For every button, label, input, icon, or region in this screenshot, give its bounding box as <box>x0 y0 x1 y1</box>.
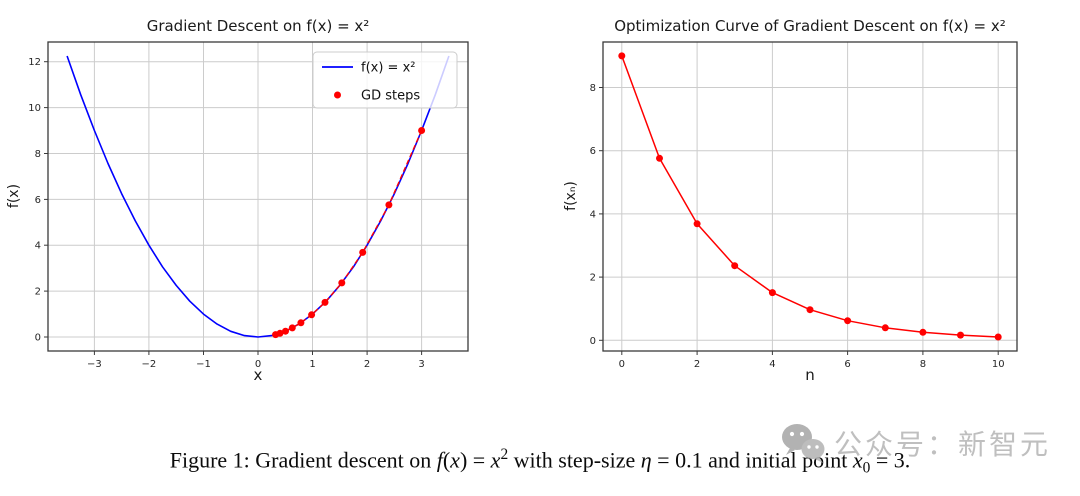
left-chart-xlabel: x <box>253 366 263 384</box>
series-line <box>621 55 999 338</box>
x-tick-label: −2 <box>142 359 157 370</box>
y-tick-label: 6 <box>590 146 596 157</box>
x-tick-label: 3 <box>418 359 424 370</box>
data-point <box>693 220 701 228</box>
x-tick-label: 1 <box>309 359 315 370</box>
y-tick-label: 10 <box>28 103 41 114</box>
data-point <box>418 127 426 134</box>
right-chart-title: Optimization Curve of Gradient Descent o… <box>614 17 1006 35</box>
data-point <box>272 331 280 339</box>
caption-part: ( <box>442 447 451 473</box>
x-tick-label: −1 <box>196 359 211 370</box>
caption-part: x <box>450 447 460 473</box>
series-line <box>275 130 423 336</box>
watermark-text: 公众号：新智元 <box>834 428 1052 461</box>
caption-part: Figure 1: Gradient descent on <box>169 447 437 473</box>
x-tick-label: 4 <box>769 359 775 370</box>
data-point <box>656 154 663 162</box>
caption-part: ) = <box>459 447 491 473</box>
y-tick-label: 8 <box>35 149 41 160</box>
wechat-icon <box>782 424 825 463</box>
left-chart-ylabel: f(x) <box>6 183 22 209</box>
left-chart-title: Gradient Descent on f(x) = x² <box>146 17 370 35</box>
data-point <box>768 289 776 297</box>
legend-dot-sample <box>334 91 341 99</box>
caption-part: η <box>640 447 652 473</box>
data-point <box>919 328 927 336</box>
data-point <box>288 324 296 332</box>
data-point <box>844 317 852 325</box>
data-point <box>297 319 305 327</box>
caption-part: 2 <box>500 446 509 463</box>
data-point <box>881 324 889 332</box>
caption-part: f <box>436 447 443 473</box>
left-plot-gd-on-parabola: −3 −2 −1 0 1 2 3 0 2 4 6 8 10 12 f(x) = x² GD steps Gra… <box>0 0 540 400</box>
right-plot-area: 0 2 4 6 8 10 0 2 4 6 8 <box>590 41 1018 370</box>
legend-label: GD steps <box>361 89 420 104</box>
legend-box <box>312 51 458 109</box>
right-chart-ylabel: f(xₙ) <box>563 181 579 211</box>
caption-part: with step-size <box>508 447 641 473</box>
x-tick-label: 0 <box>255 359 261 370</box>
data-point <box>731 262 739 270</box>
data-point <box>308 311 316 319</box>
watermark: 公众号：新智元 <box>780 422 1051 464</box>
x-tick-label: 10 <box>992 359 1005 370</box>
data-point <box>618 52 626 60</box>
data-point <box>385 201 393 209</box>
caption-part: = 3. <box>870 447 911 473</box>
caption-part: x <box>852 447 863 473</box>
caption-part: x <box>490 447 501 473</box>
y-tick-label: 0 <box>35 333 41 344</box>
y-tick-label: 0 <box>590 336 596 347</box>
x-tick-label: 2 <box>364 359 370 370</box>
data-point <box>338 279 346 287</box>
data-point <box>282 327 289 335</box>
right-plot-optimization-curve: 0 2 4 6 8 10 0 2 4 6 8 Optimization Curve of Gradi… <box>540 0 1080 400</box>
x-tick-label: 2 <box>694 359 700 370</box>
x-tick-label: −3 <box>87 359 102 370</box>
plot-border <box>602 41 1018 352</box>
right-chart-xlabel: n <box>805 366 815 384</box>
data-point <box>359 248 367 256</box>
data-point <box>957 331 964 339</box>
x-tick-label: 0 <box>619 359 625 370</box>
y-tick-label: 8 <box>590 83 596 94</box>
y-tick-label: 12 <box>28 57 41 68</box>
x-tick-label: 6 <box>844 359 850 370</box>
y-tick-label: 6 <box>35 195 41 206</box>
data-point <box>321 298 329 306</box>
y-tick-label: 4 <box>590 209 596 220</box>
y-tick-label: 2 <box>35 287 41 298</box>
data-point <box>806 306 814 314</box>
data-point <box>994 333 1002 341</box>
x-tick-label: 8 <box>920 359 926 370</box>
y-tick-label: 2 <box>590 273 596 284</box>
caption-part: 0 <box>862 459 871 477</box>
y-tick-label: 4 <box>35 241 41 252</box>
legend-label: f(x) = x² <box>361 61 415 76</box>
